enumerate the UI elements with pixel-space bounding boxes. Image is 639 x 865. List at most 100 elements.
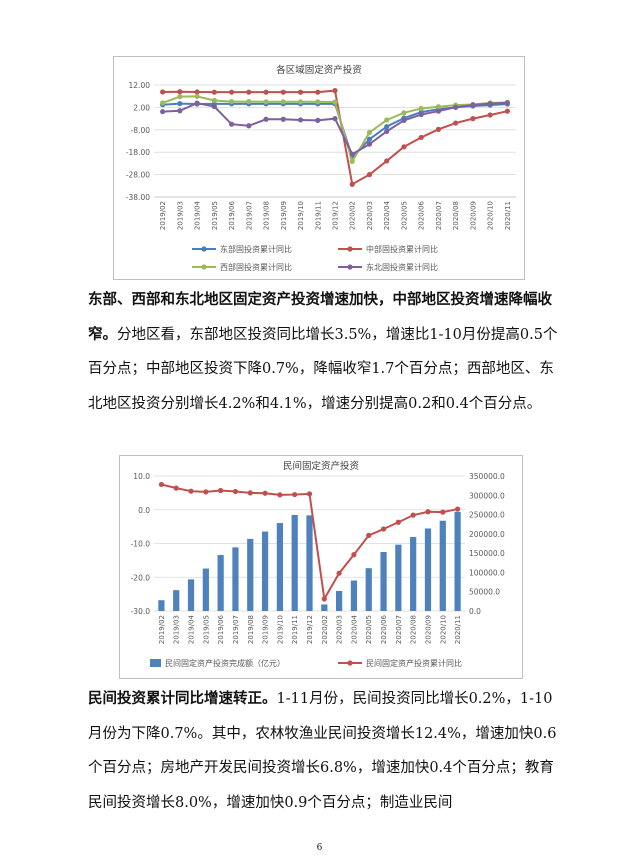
x-tick-label: 2020/06 (380, 614, 388, 644)
data-point-central (332, 88, 338, 94)
data-point-west (401, 110, 407, 116)
x-tick-label: 2019/12 (306, 615, 314, 644)
data-point-west (211, 97, 217, 104)
y-left-tick-label: -10.0 (131, 540, 151, 549)
data-point-northeast (177, 108, 183, 114)
y-right-tick-label: 50000.0 (469, 588, 500, 597)
data-point-west (177, 94, 183, 100)
x-tick-label: 2020/08 (452, 201, 460, 230)
bar (395, 544, 402, 611)
data-point (366, 532, 372, 538)
data-point (277, 492, 283, 498)
data-point-west (280, 99, 286, 105)
data-point-central (263, 89, 269, 95)
data-point (188, 488, 194, 494)
data-point (232, 488, 239, 495)
bar (306, 515, 313, 611)
data-point-central (228, 89, 235, 95)
paragraph-regional-heading: 东部、西部和东北地区固定资产投资增速加快，中部地区投资增速降幅收窄。 (88, 291, 552, 343)
y-left-tick-label: 0.0 (138, 506, 150, 515)
x-tick-label: 2020/03 (336, 615, 344, 644)
data-point-northeast (401, 117, 407, 123)
bar (187, 579, 195, 611)
x-tick-label: 2020/04 (350, 614, 358, 644)
data-point-central (194, 89, 200, 95)
x-tick-label: 2019/09 (280, 201, 288, 230)
y-tick-label: -38.00 (126, 193, 150, 202)
bar (158, 600, 165, 611)
x-tick-label: 2019/03 (173, 615, 181, 644)
data-point-central (211, 89, 217, 95)
data-point-west (349, 158, 355, 164)
data-point-northeast (332, 116, 338, 122)
data-point-central (418, 134, 424, 141)
legend-label-bar: 民间固定资产投资完成额（亿元） (165, 658, 285, 668)
paragraph-regional-body: 分地区看，东部地区投资同比增长3.5%，增速比1-10月份提高0.5个百分点；中… (88, 326, 558, 412)
data-point-northeast (211, 103, 217, 110)
legend-swatch-bar (150, 659, 161, 667)
bar (321, 604, 328, 611)
x-tick-label: 2020/11 (454, 615, 462, 644)
x-tick-label: 2019/08 (263, 201, 271, 230)
x-tick-label: 2019/03 (176, 201, 184, 230)
series-line-northeast (162, 101, 508, 156)
chart-title: 各区域固定资产投资 (276, 64, 362, 76)
legend-marker-central (347, 246, 353, 252)
bar (350, 580, 358, 611)
x-tick-label: 2019/06 (217, 614, 225, 644)
bar (291, 514, 298, 611)
data-point-west (194, 93, 200, 100)
x-tick-label: 2019/11 (291, 615, 299, 644)
data-point-west (435, 104, 442, 110)
x-tick-label: 2019/06 (228, 200, 236, 230)
legend-label-northeast: 东北固投资累计同比 (366, 262, 438, 272)
x-tick-label: 2020/09 (469, 201, 477, 230)
data-point-west (315, 99, 321, 105)
y-right-tick-label: 350000.0 (469, 472, 505, 481)
data-point-west (228, 98, 235, 105)
x-tick-label: 2020/04 (383, 200, 391, 230)
x-tick-label: 2019/04 (188, 614, 196, 644)
bar (380, 551, 387, 611)
bar (424, 528, 432, 611)
data-point-central (470, 116, 476, 122)
data-point-west (366, 129, 373, 136)
data-point-northeast (384, 128, 390, 134)
private-investment-chart: 民间固定资产投资 10.0 0.0 -10.0 -20.0 -30.0 350000.0 30… (119, 455, 523, 679)
data-point (336, 570, 342, 576)
data-point-central (435, 126, 442, 132)
bar (217, 555, 224, 611)
data-point (351, 552, 357, 558)
x-tick-label: 2020/08 (410, 615, 418, 644)
data-point-central (315, 89, 321, 95)
bar (261, 531, 269, 611)
data-point (292, 491, 298, 498)
data-point (262, 490, 268, 496)
paragraph-regional-investment: 东部、西部和东北地区固定资产投资增速加快，中部地区投资增速降幅收窄。分地区看，东… (88, 283, 558, 421)
x-tick-label: 2020/02 (321, 615, 329, 644)
regional-investment-chart: 各区域固定资产投资 12.00 2.00 -8.00 -18.00 -28.00 -38.0… (113, 56, 525, 280)
y-right-tick-label: 200000.0 (469, 530, 505, 539)
data-point (395, 519, 401, 525)
x-tick-label: 2020/07 (395, 615, 403, 644)
legend-marker-line (347, 660, 353, 666)
data-point-west (332, 99, 338, 105)
series-line-east (162, 102, 508, 160)
data-point-central (280, 89, 286, 95)
x-tick-label: 2020/09 (424, 615, 432, 644)
legend-marker-east (201, 246, 207, 252)
data-point (425, 509, 431, 515)
data-point-northeast (228, 121, 235, 127)
data-point (203, 489, 209, 495)
data-point-central (349, 181, 355, 187)
x-tick-label: 2019/12 (332, 201, 340, 230)
data-point-northeast (246, 123, 252, 129)
data-point-central (401, 144, 407, 150)
regional-investment-chart-svg: 各区域固定资产投资 12.00 2.00 -8.00 -18.00 -28.00 -38.0… (126, 64, 516, 272)
bar (439, 520, 446, 611)
x-tick-label: 2020/03 (366, 201, 374, 230)
data-point (173, 485, 179, 491)
data-point (454, 506, 461, 512)
data-point-northeast (435, 108, 442, 114)
data-point-central (297, 89, 304, 95)
